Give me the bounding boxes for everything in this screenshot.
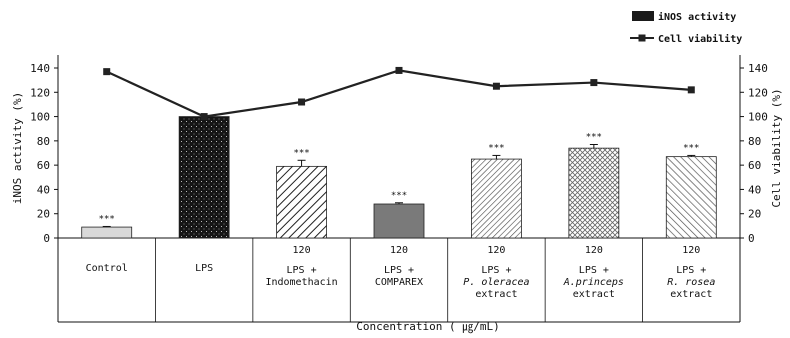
cell-viability-point xyxy=(590,79,598,87)
significance-label: *** xyxy=(683,143,699,153)
x-axis-title: Concentration ( ㎍/mL) xyxy=(356,320,499,333)
significance-labels: *** *** *** *** *** *** xyxy=(99,133,700,225)
left-y-ticks: 0 20 40 60 80 100 120 140 xyxy=(30,62,58,245)
significance-label: *** xyxy=(99,214,115,224)
category-dose: 120 xyxy=(585,245,603,256)
right-axis-title: Cell viability (%) xyxy=(770,88,783,207)
cell-viability-point xyxy=(298,98,306,106)
category-label: Indomethacin xyxy=(265,277,337,288)
right-tick-label: 0 xyxy=(748,232,755,245)
right-tick-label: 40 xyxy=(748,183,761,196)
category-label: LPS + xyxy=(676,265,706,276)
significance-label: *** xyxy=(293,148,309,158)
cell-viability-line xyxy=(103,66,695,121)
bar xyxy=(81,226,133,239)
right-tick-label: 80 xyxy=(748,135,761,148)
legend-label-inos: iNOS activity xyxy=(658,11,736,23)
right-tick-label: 120 xyxy=(748,86,768,99)
category-label: LPS + xyxy=(481,265,511,276)
cell-viability-point xyxy=(395,66,403,74)
cell-viability-point xyxy=(687,86,695,94)
category-label: Control xyxy=(86,263,128,274)
category-label: LPS + xyxy=(384,265,414,276)
significance-label: *** xyxy=(488,143,504,153)
category-dose: 120 xyxy=(293,245,311,256)
left-tick-label: 120 xyxy=(30,86,50,99)
bar xyxy=(373,203,425,239)
cell-viability-path xyxy=(106,69,692,118)
cell-viability-point xyxy=(492,82,500,90)
category-label: extract xyxy=(573,289,615,300)
right-tick-label: 100 xyxy=(748,111,768,124)
left-tick-label: 40 xyxy=(37,183,50,196)
legend-label-viability: Cell viability xyxy=(658,33,742,45)
right-tick-label: 60 xyxy=(748,159,761,172)
category-dividers xyxy=(155,238,643,322)
cell-viability-point xyxy=(200,113,208,121)
bar xyxy=(471,158,522,239)
category-dose: 120 xyxy=(487,245,505,256)
category-label: A.princeps xyxy=(563,277,624,288)
category-label: P. oleracea xyxy=(463,277,529,288)
left-tick-label: 100 xyxy=(30,111,50,124)
category-label: extract xyxy=(670,289,712,300)
cell-viability-point xyxy=(103,68,111,76)
legend-marker-viability xyxy=(638,34,646,42)
category-dose: 120 xyxy=(390,245,408,256)
legend-swatch-inos xyxy=(632,11,654,21)
left-tick-label: 20 xyxy=(37,208,50,221)
left-tick-label: 140 xyxy=(30,62,50,75)
category-label: extract xyxy=(475,289,517,300)
right-tick-label: 140 xyxy=(748,62,768,75)
category-label: COMPAREX xyxy=(375,277,423,288)
bars xyxy=(81,116,717,239)
left-axis-title: iNOS activity (%) xyxy=(11,92,24,205)
category-label: LPS + xyxy=(579,265,609,276)
legend: iNOS activity Cell viability xyxy=(630,11,742,45)
category-label: LPS + xyxy=(287,265,317,276)
right-y-ticks: 0 20 40 60 80 100 120 140 xyxy=(740,62,768,245)
left-tick-label: 0 xyxy=(43,232,50,245)
significance-label: *** xyxy=(586,133,602,143)
error-bars xyxy=(102,144,696,228)
left-tick-label: 60 xyxy=(37,159,50,172)
category-label: R. rosea xyxy=(667,277,715,288)
left-tick-label: 80 xyxy=(37,135,50,148)
bar xyxy=(568,147,620,239)
bar xyxy=(178,116,230,239)
bar xyxy=(276,165,327,239)
significance-label: *** xyxy=(391,191,407,201)
category-label: LPS xyxy=(195,263,213,274)
category-dose: 120 xyxy=(682,245,700,256)
bar xyxy=(665,156,717,239)
right-tick-label: 20 xyxy=(748,208,761,221)
